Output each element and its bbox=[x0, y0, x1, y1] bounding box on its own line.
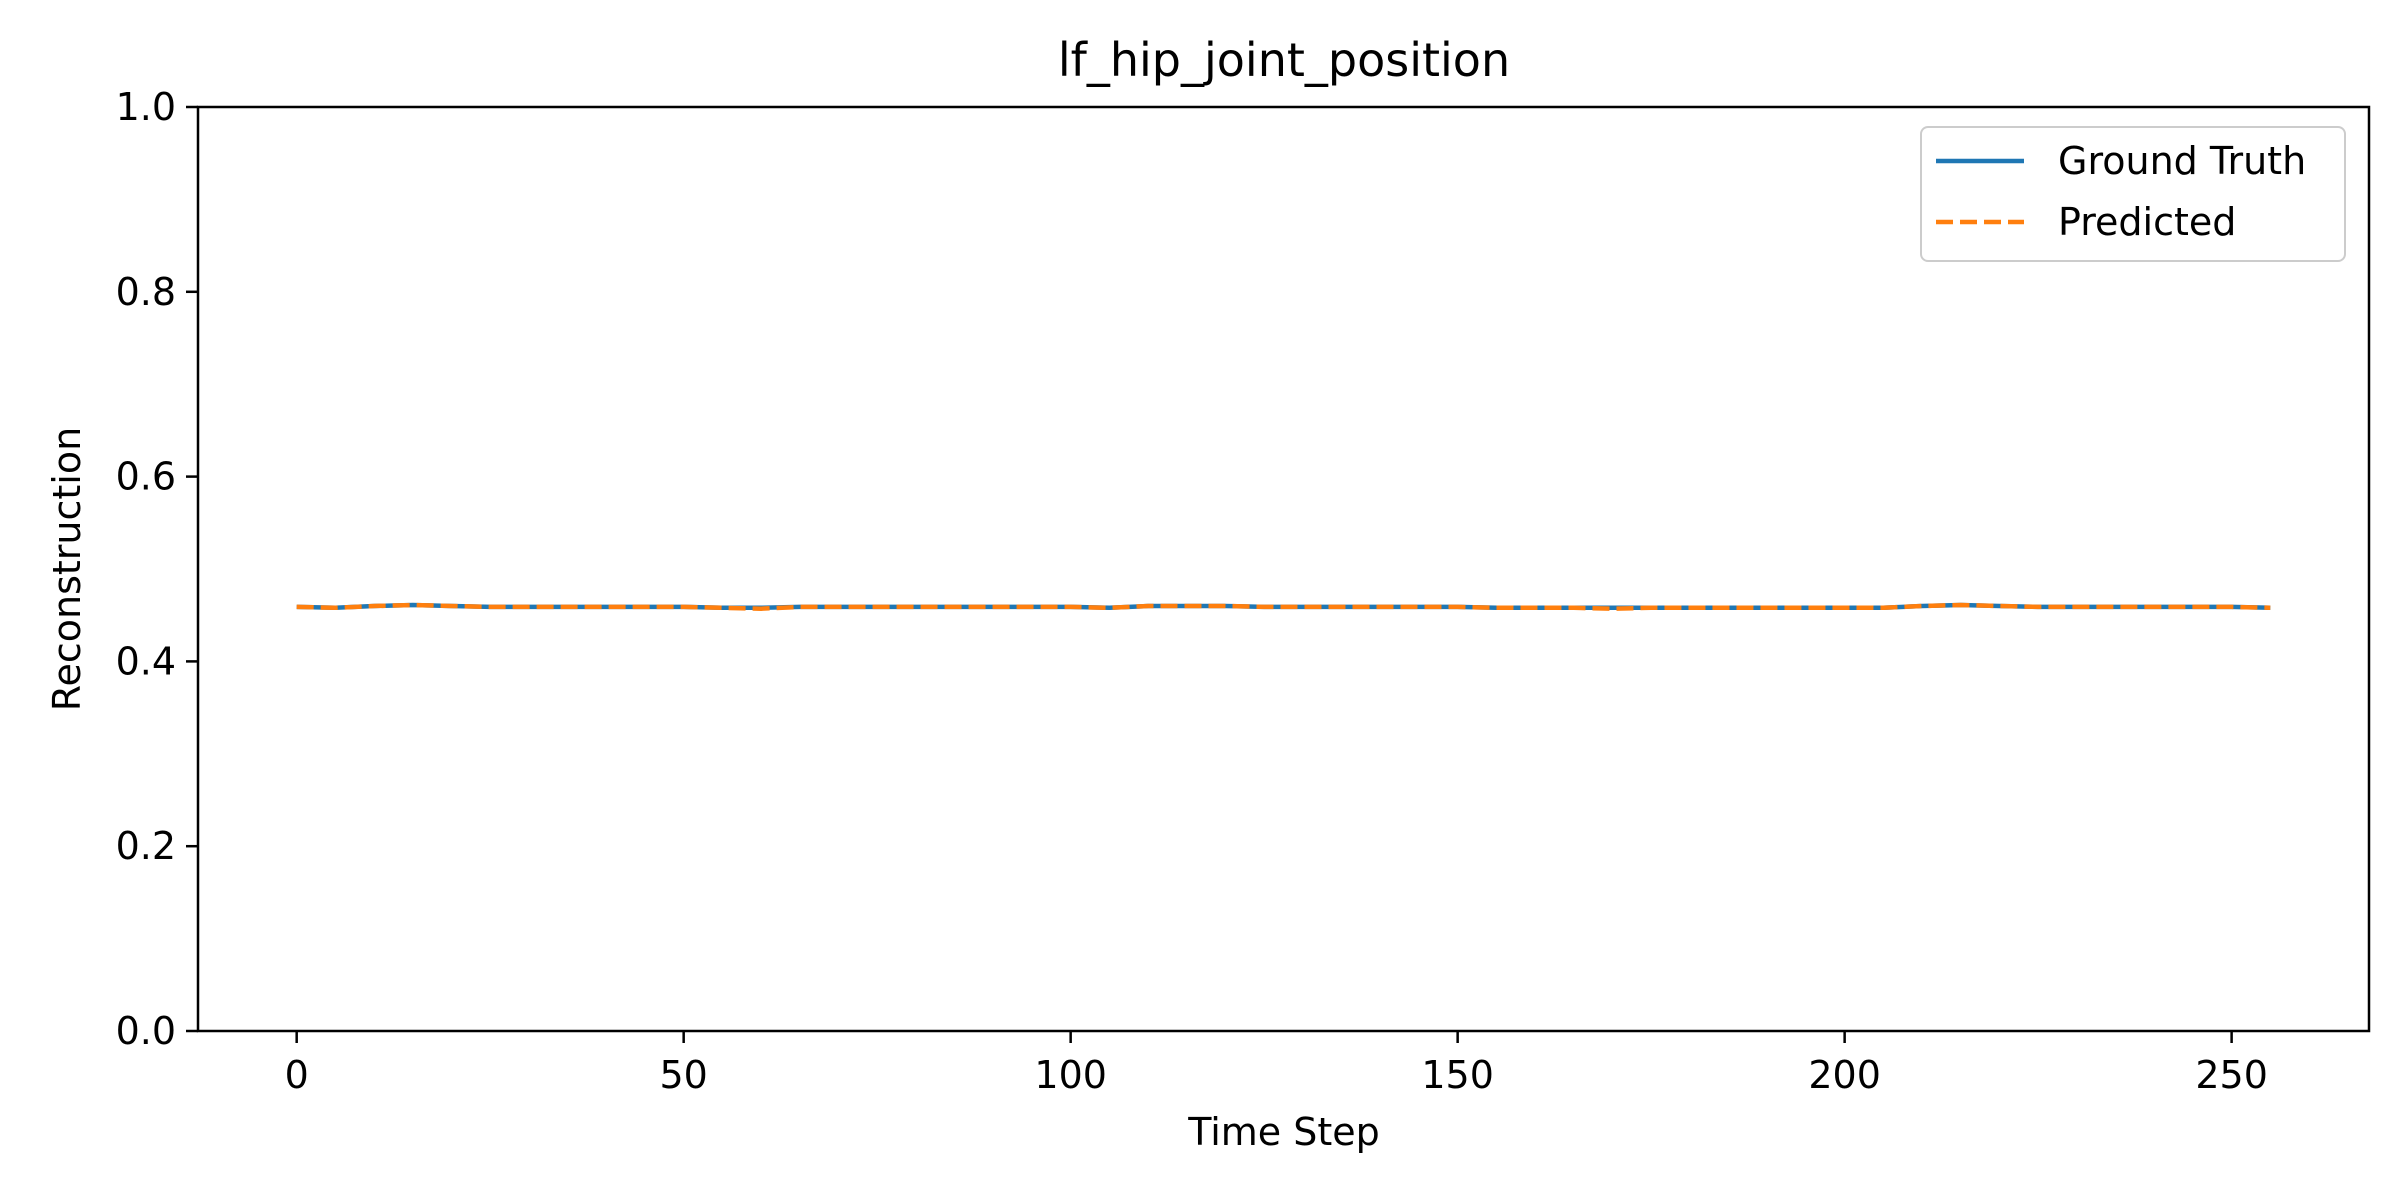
y-tick-label: 0.2 bbox=[116, 824, 176, 868]
x-tick-label: 100 bbox=[1034, 1053, 1107, 1097]
x-tick-label: 50 bbox=[659, 1053, 707, 1097]
x-tick-label: 150 bbox=[1421, 1053, 1494, 1097]
x-tick-label: 250 bbox=[2195, 1053, 2268, 1097]
y-tick-label: 1.0 bbox=[116, 85, 176, 129]
legend-label-predicted: Predicted bbox=[2058, 200, 2236, 244]
y-tick-label: 0.4 bbox=[116, 639, 176, 683]
y-tick-label: 0.0 bbox=[116, 1009, 176, 1053]
legend-box bbox=[1920, 126, 2346, 262]
chart-title: lf_hip_joint_position bbox=[1058, 33, 1510, 87]
legend-label-ground-truth: Ground Truth bbox=[2058, 139, 2306, 183]
x-tick-label: 200 bbox=[1808, 1053, 1881, 1097]
x-tick-label: 0 bbox=[285, 1053, 309, 1097]
x-axis-ticks: 0 50 100 150 200 250 bbox=[285, 1031, 2268, 1097]
legend: Ground Truth Predicted bbox=[1920, 126, 2346, 262]
series-line-predicted bbox=[296, 602, 2271, 611]
y-axis-label: Reconstruction bbox=[45, 427, 89, 711]
axes-frame bbox=[196, 105, 2371, 1033]
series-layer bbox=[296, 602, 2271, 611]
x-axis-label: Time Step bbox=[1187, 1110, 1380, 1154]
y-axis-ticks: 0.0 0.2 0.4 0.6 0.8 1.0 bbox=[116, 85, 198, 1053]
y-tick-label: 0.8 bbox=[116, 270, 176, 314]
y-tick-label: 0.6 bbox=[116, 455, 176, 499]
plot-area bbox=[196, 105, 2371, 1033]
